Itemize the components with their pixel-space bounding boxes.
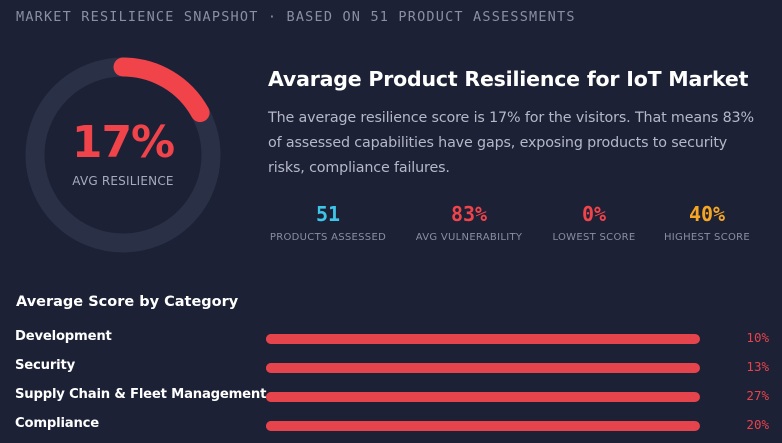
- category-section-title: Average Score by Category: [16, 294, 239, 310]
- stat-value: 51: [315, 202, 341, 226]
- category-bar: [266, 421, 700, 431]
- stat-value: 83%: [450, 202, 488, 226]
- category-row-supply-chain: Supply Chain & Fleet Management 27%: [0, 387, 782, 407]
- category-percent: 20%: [746, 417, 769, 432]
- stat-highest-score: 40% HIGHEST SCORE: [661, 202, 753, 243]
- category-row-development: Development 10%: [0, 329, 782, 349]
- category-bar-fill: [266, 421, 353, 431]
- gauge-arc: [113, 57, 210, 123]
- stat-label: LOWEST SCORE: [552, 232, 636, 243]
- category-bar: [266, 363, 700, 373]
- category-name: Security: [15, 358, 75, 373]
- stat-value: 0%: [581, 202, 607, 226]
- category-name: Compliance: [15, 416, 100, 431]
- category-bar: [266, 392, 700, 402]
- resilience-gauge: 17% AVG RESILIENCE: [25, 57, 221, 253]
- category-percent: 13%: [746, 359, 769, 374]
- stat-value: 40%: [688, 202, 726, 226]
- category-bar-fill: [266, 334, 310, 344]
- category-percent: 10%: [746, 330, 769, 345]
- category-name: Supply Chain & Fleet Management: [15, 387, 267, 402]
- category-row-security: Security 13%: [0, 358, 782, 378]
- stat-label: PRODUCTS ASSESSED: [269, 232, 387, 243]
- stat-avg-vulnerability: 83% AVG VULNERABILITY: [413, 202, 525, 243]
- stat-label: HIGHEST SCORE: [663, 232, 751, 243]
- gauge-ring: [25, 57, 221, 253]
- summary-description: The average resilience score is 17% for …: [268, 110, 754, 176]
- stat-lowest-score: 0% LOWEST SCORE: [549, 202, 639, 243]
- category-bar-fill: [266, 392, 384, 402]
- gauge-label: AVG RESILIENCE: [72, 174, 174, 188]
- stat-products-assessed: 51 PRODUCTS ASSESSED: [268, 202, 388, 243]
- category-row-compliance: Compliance 20%: [0, 416, 782, 436]
- category-bar-fill: [266, 363, 323, 373]
- gauge-value: 17%: [71, 117, 175, 168]
- category-bar: [266, 334, 700, 344]
- snapshot-subtitle: MARKET RESILIENCE SNAPSHOT · BASED ON 51…: [16, 9, 576, 25]
- category-name: Development: [15, 329, 112, 344]
- page-title: Avarage Product Resilience for IoT Marke…: [268, 67, 749, 91]
- stat-label: AVG VULNERABILITY: [415, 232, 523, 243]
- category-percent: 27%: [746, 388, 769, 403]
